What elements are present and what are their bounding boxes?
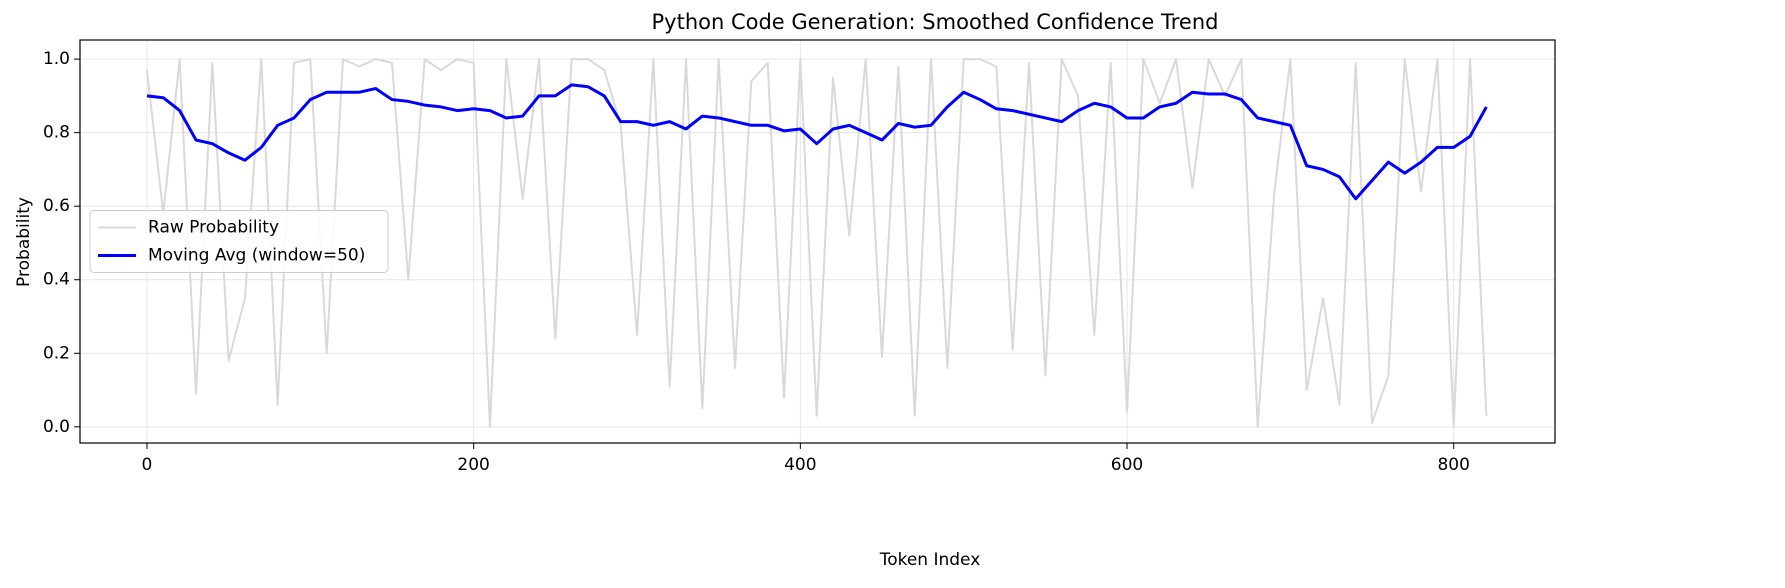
y-tick-label: 0.0 (43, 417, 70, 437)
plot-frame (79, 39, 1556, 444)
legend-box (89, 210, 389, 273)
chart-title: Python Code Generation: Smoothed Confide… (652, 10, 1219, 34)
x-tick-label: 200 (457, 455, 489, 475)
y-tick-label: 0.2 (43, 343, 70, 363)
x-tick-label: 800 (1437, 455, 1469, 475)
x-axis-label: Token Index (879, 550, 981, 570)
y-tick-label: 0.8 (43, 123, 70, 143)
x-tick-label: 600 (1111, 455, 1143, 475)
x-tick-label: 0 (142, 455, 153, 475)
line (145, 58, 1488, 428)
y-tick-label: 0.6 (43, 196, 70, 216)
line (146, 83, 1488, 201)
y-tick-label: 0.4 (43, 270, 70, 290)
y-axis-label: Probability (14, 197, 34, 287)
y-tick-label: 1.0 (43, 49, 70, 69)
legend-label: Moving Avg (window=50) (148, 246, 365, 266)
x-tick-label: 400 (784, 455, 816, 475)
legend-label: Raw Probability (148, 218, 279, 238)
